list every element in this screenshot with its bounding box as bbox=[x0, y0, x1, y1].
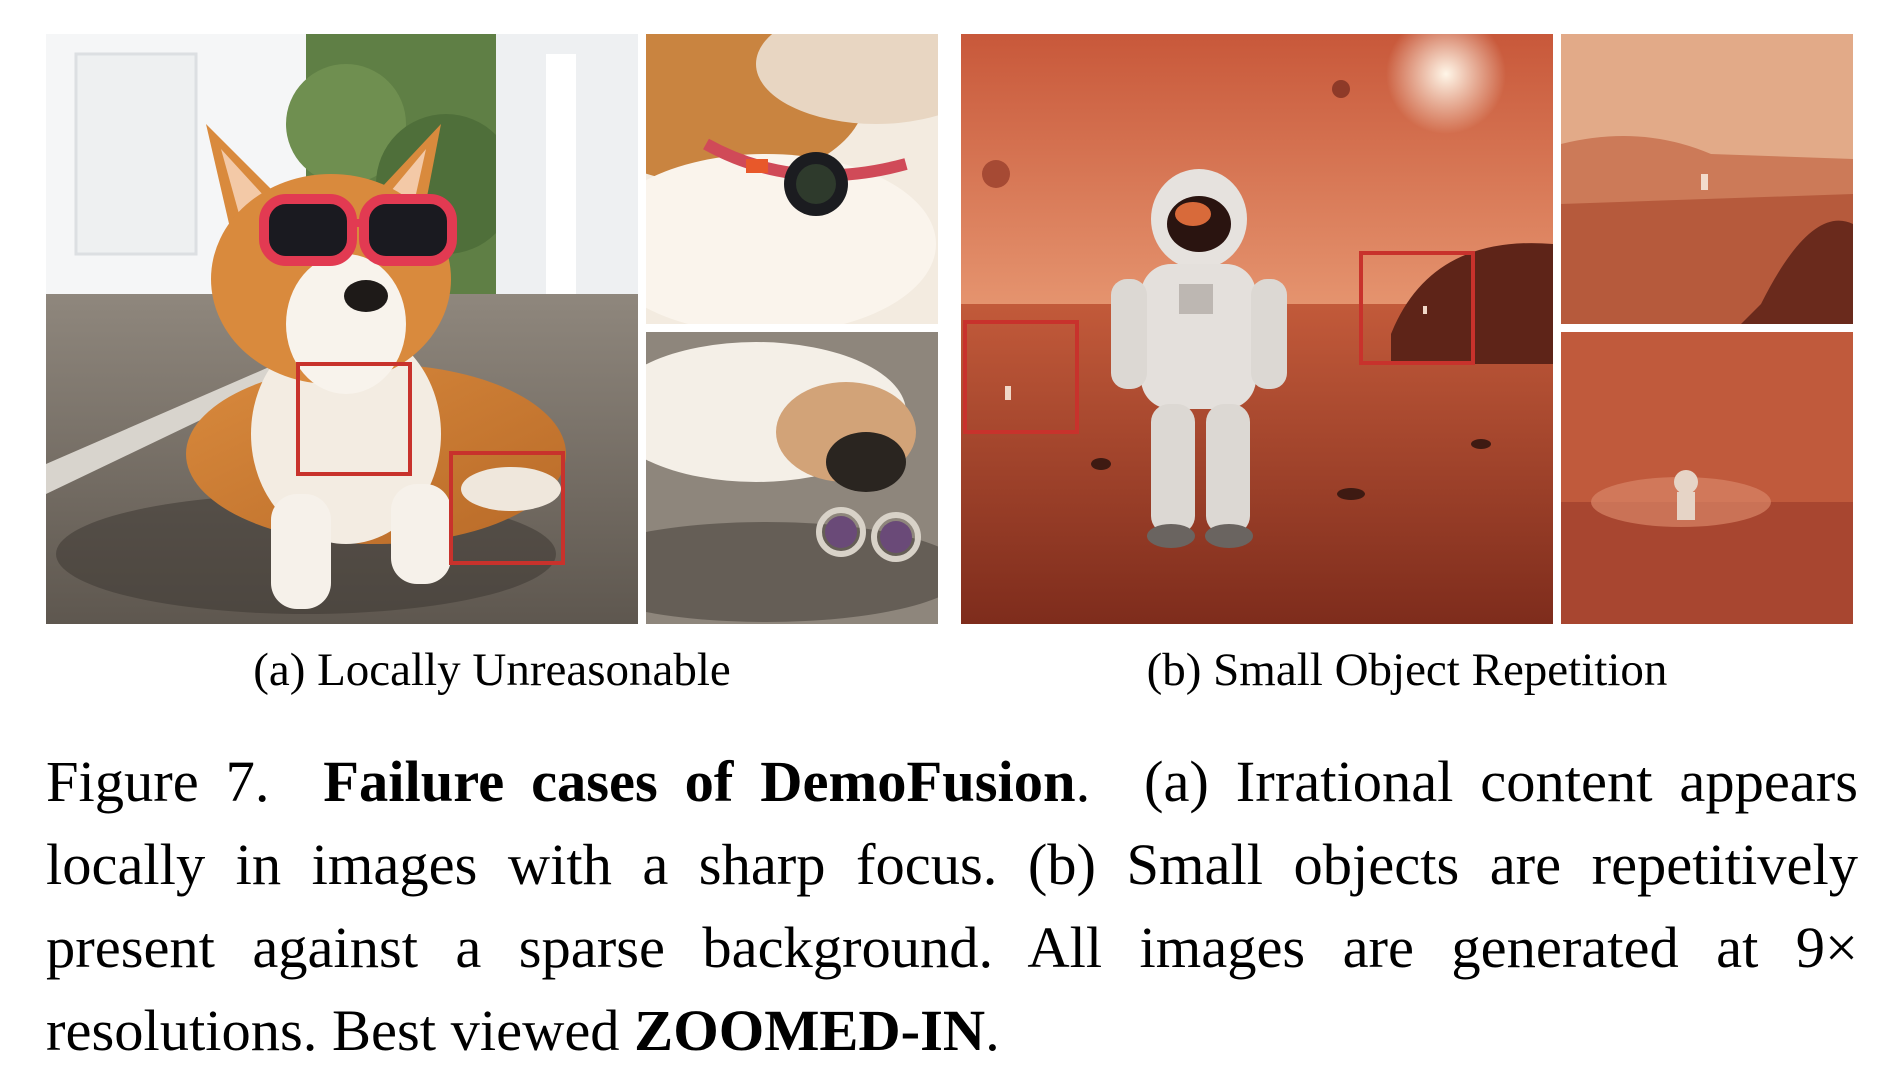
corgi-collar-zoom bbox=[646, 34, 938, 324]
subcaption-a: (a) Locally Unreasonable bbox=[253, 644, 731, 696]
figure-caption-text: (a) Irrational content appears locally i… bbox=[46, 749, 1859, 1063]
figure-label: Figure 7. bbox=[46, 749, 270, 814]
figure-title: Failure cases of DemoFusion bbox=[323, 749, 1076, 814]
figure-title-period: . bbox=[1075, 749, 1091, 814]
figure-caption-emphasis: ZOOMED-IN bbox=[634, 998, 986, 1063]
figure-caption: Figure 7. Failure cases of DemoFusion. (… bbox=[46, 740, 1858, 1072]
astronaut-distant-zoom bbox=[1561, 34, 1853, 324]
astronaut-main-image bbox=[961, 34, 1553, 624]
corgi-main-image bbox=[46, 34, 638, 624]
figure-caption-end: . bbox=[985, 998, 1000, 1063]
astronaut-dust-zoom bbox=[1561, 332, 1853, 624]
subcaption-b: (b) Small Object Repetition bbox=[1146, 644, 1668, 696]
corgi-paw-zoom bbox=[646, 332, 938, 624]
